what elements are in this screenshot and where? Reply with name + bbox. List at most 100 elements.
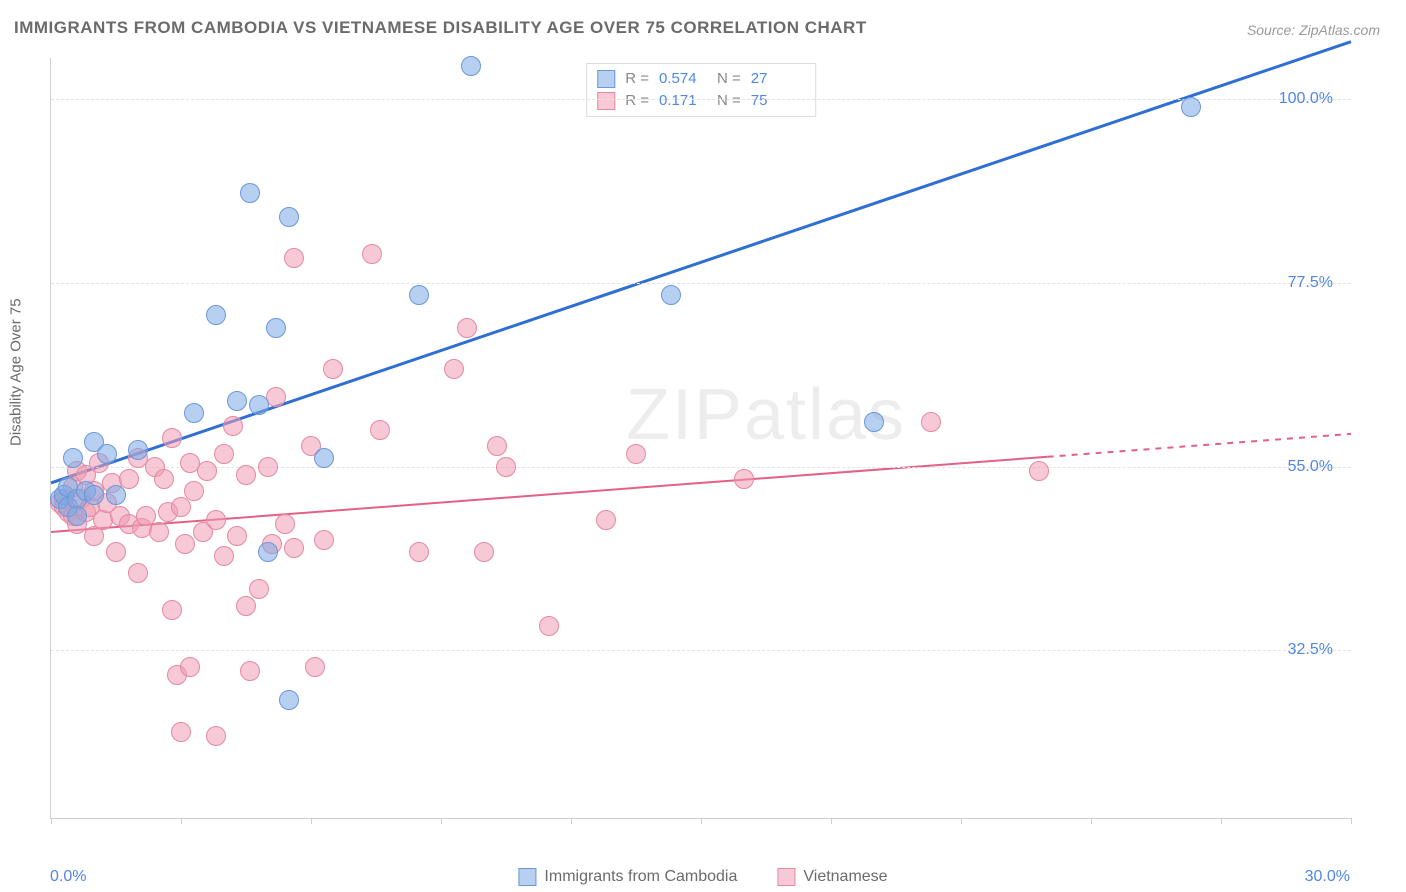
legend-item-cambodia: Immigrants from Cambodia <box>518 868 737 886</box>
data-point-vietnamese <box>487 436 507 456</box>
regression-lines <box>51 58 1351 818</box>
data-point-cambodia <box>279 207 299 227</box>
data-point-vietnamese <box>305 657 325 677</box>
legend-stats-box: R = 0.574 N = 27 R = 0.171 N = 75 <box>586 63 816 117</box>
x-tick <box>1091 818 1092 824</box>
swatch-vietnamese <box>777 868 795 886</box>
y-axis-title: Disability Age Over 75 <box>8 298 25 446</box>
chart-source: Source: ZipAtlas.com <box>1247 22 1380 38</box>
n-label: N = <box>717 68 741 90</box>
data-point-vietnamese <box>171 497 191 517</box>
x-tick <box>1351 818 1352 824</box>
data-point-vietnamese <box>921 412 941 432</box>
data-point-cambodia <box>864 412 884 432</box>
data-point-cambodia <box>84 485 104 505</box>
data-point-cambodia <box>266 318 286 338</box>
grid-line <box>51 283 1351 284</box>
legend-row-vietnamese: R = 0.171 N = 75 <box>597 90 799 112</box>
swatch-cambodia <box>518 868 536 886</box>
data-point-vietnamese <box>249 579 269 599</box>
data-point-vietnamese <box>175 534 195 554</box>
data-point-vietnamese <box>323 359 343 379</box>
data-point-vietnamese <box>236 465 256 485</box>
data-point-vietnamese <box>223 416 243 436</box>
regression-line <box>1048 434 1351 457</box>
data-point-cambodia <box>67 506 87 526</box>
data-point-vietnamese <box>539 616 559 636</box>
legend-label-vietnamese: Vietnamese <box>803 868 887 886</box>
data-point-vietnamese <box>236 596 256 616</box>
r-value-vietnamese: 0.171 <box>659 90 707 112</box>
swatch-cambodia <box>597 70 615 88</box>
x-tick <box>961 818 962 824</box>
y-tick-label: 77.5% <box>1288 274 1333 292</box>
data-point-vietnamese <box>128 563 148 583</box>
data-point-cambodia <box>1181 97 1201 117</box>
data-point-vietnamese <box>626 444 646 464</box>
n-value-vietnamese: 75 <box>751 90 799 112</box>
x-tick <box>701 818 702 824</box>
data-point-vietnamese <box>1029 461 1049 481</box>
x-tick <box>1221 818 1222 824</box>
legend-item-vietnamese: Vietnamese <box>777 868 887 886</box>
data-point-vietnamese <box>206 510 226 530</box>
r-value-cambodia: 0.574 <box>659 68 707 90</box>
data-point-vietnamese <box>119 469 139 489</box>
data-point-cambodia <box>409 285 429 305</box>
x-tick <box>441 818 442 824</box>
data-point-cambodia <box>661 285 681 305</box>
data-point-vietnamese <box>184 481 204 501</box>
chart-container: IMMIGRANTS FROM CAMBODIA VS VIETNAMESE D… <box>0 0 1406 892</box>
data-point-vietnamese <box>314 530 334 550</box>
data-point-cambodia <box>97 444 117 464</box>
data-point-cambodia <box>206 305 226 325</box>
data-point-vietnamese <box>275 514 295 534</box>
y-tick-label: 32.5% <box>1288 641 1333 659</box>
y-tick-label: 55.0% <box>1288 458 1333 476</box>
data-point-cambodia <box>249 395 269 415</box>
data-point-vietnamese <box>106 542 126 562</box>
r-label: R = <box>625 90 649 112</box>
n-value-cambodia: 27 <box>751 68 799 90</box>
data-point-vietnamese <box>362 244 382 264</box>
data-point-vietnamese <box>474 542 494 562</box>
data-point-vietnamese <box>734 469 754 489</box>
data-point-vietnamese <box>409 542 429 562</box>
data-point-vietnamese <box>444 359 464 379</box>
data-point-vietnamese <box>197 461 217 481</box>
data-point-cambodia <box>227 391 247 411</box>
data-point-vietnamese <box>162 428 182 448</box>
data-point-vietnamese <box>370 420 390 440</box>
data-point-vietnamese <box>162 600 182 620</box>
swatch-vietnamese <box>597 92 615 110</box>
data-point-vietnamese <box>171 722 191 742</box>
data-point-cambodia <box>184 403 204 423</box>
data-point-cambodia <box>63 448 83 468</box>
data-point-vietnamese <box>284 248 304 268</box>
data-point-vietnamese <box>258 457 278 477</box>
data-point-vietnamese <box>206 726 226 746</box>
data-point-cambodia <box>258 542 278 562</box>
chart-title: IMMIGRANTS FROM CAMBODIA VS VIETNAMESE D… <box>14 18 867 38</box>
r-label: R = <box>625 68 649 90</box>
data-point-vietnamese <box>227 526 247 546</box>
data-point-vietnamese <box>240 661 260 681</box>
x-tick <box>571 818 572 824</box>
x-tick-label-min: 0.0% <box>50 868 86 886</box>
data-point-vietnamese <box>154 469 174 489</box>
grid-line <box>51 650 1351 651</box>
grid-line <box>51 99 1351 100</box>
plot-area: ZIPatlas R = 0.574 N = 27 R = 0.171 N = … <box>50 58 1351 819</box>
data-point-vietnamese <box>266 387 286 407</box>
data-point-cambodia <box>279 690 299 710</box>
bottom-legend: Immigrants from Cambodia Vietnamese <box>518 868 887 886</box>
data-point-vietnamese <box>457 318 477 338</box>
data-point-vietnamese <box>180 657 200 677</box>
data-point-vietnamese <box>596 510 616 530</box>
y-tick-label: 100.0% <box>1279 90 1333 108</box>
data-point-cambodia <box>106 485 126 505</box>
x-tick-label-max: 30.0% <box>1305 868 1350 886</box>
x-tick <box>831 818 832 824</box>
data-point-cambodia <box>461 56 481 76</box>
data-point-cambodia <box>314 448 334 468</box>
